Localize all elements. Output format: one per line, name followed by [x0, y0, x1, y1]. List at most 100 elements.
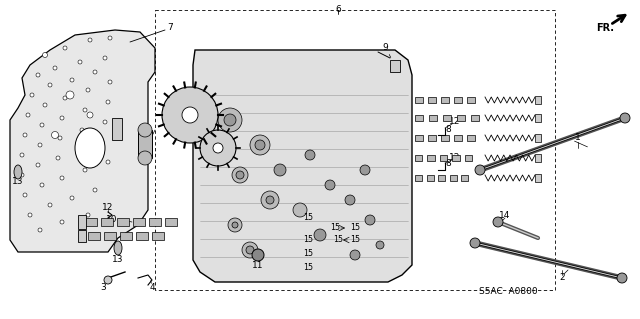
Circle shape [246, 246, 254, 254]
Circle shape [53, 66, 57, 70]
Text: 15: 15 [303, 249, 313, 258]
Circle shape [242, 242, 258, 258]
Bar [457, 115, 465, 121]
Circle shape [200, 130, 236, 166]
Bar [443, 115, 451, 121]
Bar [471, 115, 479, 121]
Ellipse shape [114, 241, 122, 255]
Circle shape [23, 133, 27, 137]
Circle shape [88, 38, 92, 42]
Circle shape [40, 123, 44, 127]
Text: 15: 15 [303, 235, 313, 244]
Ellipse shape [75, 128, 105, 168]
Bar [428, 135, 436, 141]
Circle shape [232, 167, 248, 183]
Text: FR.: FR. [596, 23, 614, 33]
Text: 15: 15 [350, 235, 360, 244]
Bar [390, 60, 400, 72]
Text: 5: 5 [147, 144, 153, 152]
Text: 10: 10 [106, 216, 118, 225]
Circle shape [60, 176, 64, 180]
Bar [149, 218, 161, 226]
Circle shape [60, 220, 64, 224]
Circle shape [70, 78, 74, 82]
Circle shape [30, 93, 34, 97]
Circle shape [620, 113, 630, 123]
Circle shape [274, 164, 286, 176]
Circle shape [87, 112, 93, 118]
Bar [428, 155, 435, 161]
Polygon shape [10, 30, 155, 252]
Circle shape [252, 249, 264, 261]
Bar [535, 154, 541, 162]
Bar [85, 218, 97, 226]
Bar [136, 232, 148, 240]
Text: 15: 15 [330, 224, 340, 233]
Bar [535, 174, 541, 182]
Circle shape [103, 120, 107, 124]
Bar [450, 175, 457, 181]
Bar [467, 97, 475, 103]
Circle shape [40, 183, 44, 187]
Circle shape [51, 131, 58, 138]
Circle shape [266, 196, 274, 204]
Circle shape [26, 113, 30, 117]
Circle shape [20, 173, 24, 177]
Text: 12: 12 [449, 117, 461, 127]
Bar [112, 118, 122, 140]
Circle shape [48, 83, 52, 87]
Bar [428, 97, 436, 103]
Bar [427, 175, 433, 181]
Circle shape [250, 135, 270, 155]
Bar [467, 135, 475, 141]
Bar [535, 96, 541, 104]
Bar [465, 155, 472, 161]
Text: 15: 15 [333, 235, 343, 244]
Bar [415, 135, 423, 141]
Circle shape [78, 60, 82, 64]
Bar [120, 232, 132, 240]
Circle shape [232, 222, 238, 228]
Text: 12: 12 [449, 153, 461, 162]
Text: 15: 15 [303, 263, 313, 272]
Circle shape [182, 107, 198, 123]
Bar [138, 130, 152, 158]
Bar [535, 134, 541, 142]
Circle shape [83, 108, 87, 112]
Circle shape [305, 150, 315, 160]
Circle shape [80, 128, 84, 132]
Circle shape [108, 36, 112, 40]
Circle shape [104, 276, 112, 284]
Bar [415, 97, 423, 103]
Bar [461, 175, 468, 181]
Circle shape [350, 250, 360, 260]
Circle shape [42, 53, 47, 57]
Text: S5AC  A0800: S5AC A0800 [479, 287, 538, 296]
Text: 8: 8 [445, 125, 451, 135]
Text: 1: 1 [575, 133, 581, 143]
Bar [415, 155, 422, 161]
Bar [117, 218, 129, 226]
Circle shape [293, 203, 307, 217]
Text: 7: 7 [167, 24, 173, 33]
Circle shape [138, 123, 152, 137]
Bar [104, 232, 116, 240]
Circle shape [255, 140, 265, 150]
Circle shape [162, 87, 218, 143]
Circle shape [108, 80, 112, 84]
Circle shape [38, 228, 42, 232]
Circle shape [28, 213, 32, 217]
Circle shape [138, 151, 152, 165]
Circle shape [617, 273, 627, 283]
Circle shape [20, 153, 24, 157]
Text: 9: 9 [382, 43, 388, 53]
Circle shape [83, 168, 87, 172]
Circle shape [36, 73, 40, 77]
Bar [452, 155, 460, 161]
Text: 8: 8 [445, 159, 451, 167]
Circle shape [360, 165, 370, 175]
Circle shape [56, 156, 60, 160]
Text: 15: 15 [303, 213, 313, 222]
Bar [429, 115, 437, 121]
Circle shape [365, 215, 375, 225]
